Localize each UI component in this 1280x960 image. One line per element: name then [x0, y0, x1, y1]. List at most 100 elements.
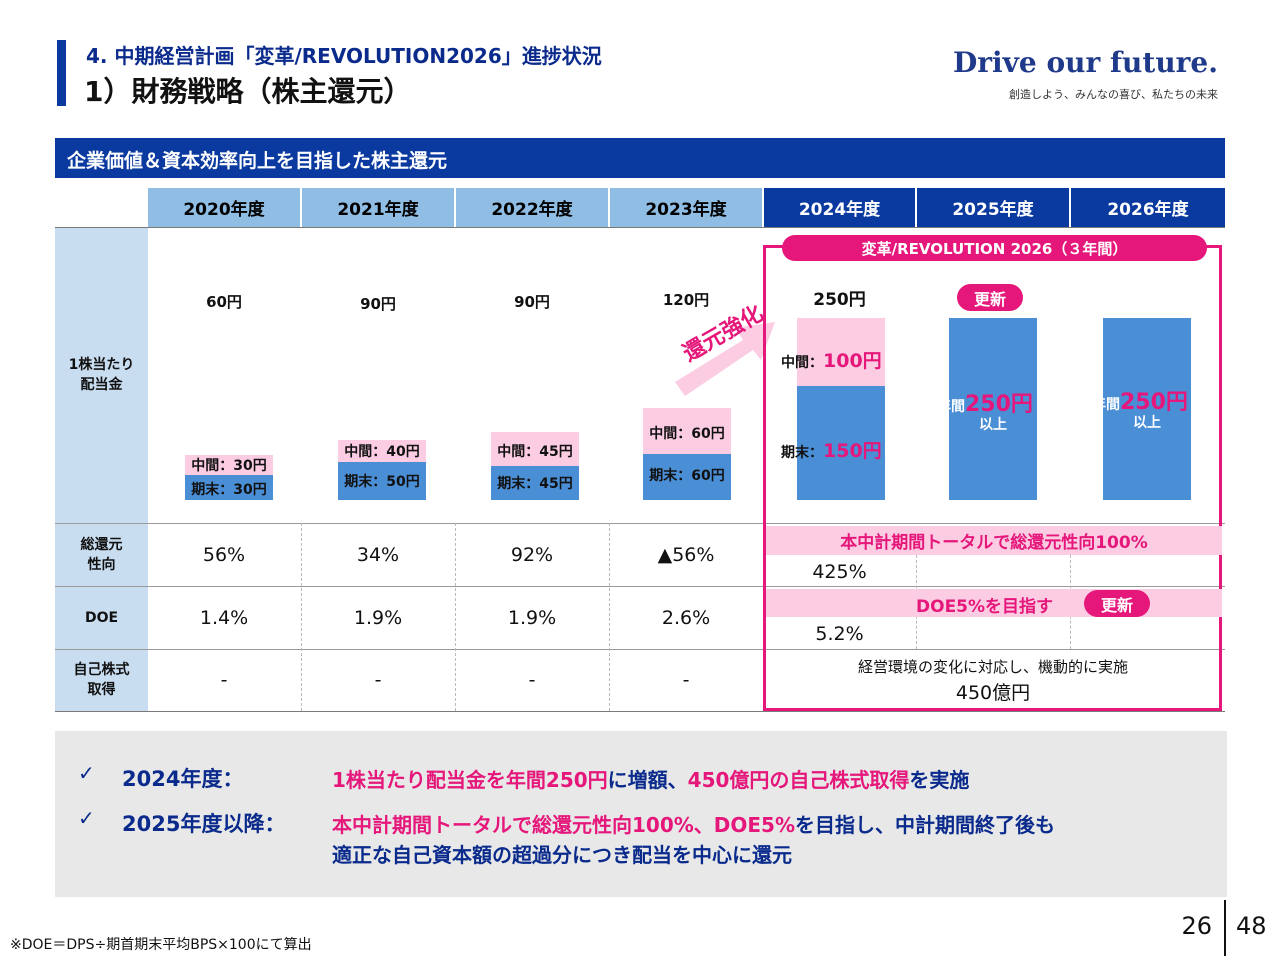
dividend-interim-value-2024: 100円: [823, 350, 882, 372]
row-label-column: [55, 227, 148, 711]
dividend-final-label-2022: 期末：45円: [497, 476, 573, 492]
dividend-total-2021: 90円: [360, 294, 396, 313]
footnote: ※DOE＝DPS÷期首期末平均BPS×100にて算出: [10, 937, 312, 953]
doe-2022: 1.9%: [507, 606, 557, 629]
annual-suffix-2025: 以上: [979, 417, 1007, 433]
year-header-2020: 2020年度: [148, 188, 300, 227]
dividend-bar-final-2024: [797, 386, 885, 500]
year-header-2023: 2023年度: [610, 188, 762, 227]
dividend-bar-interim-2020: [185, 455, 273, 475]
brand-tagline: 創造しよう、みんなの喜び、私たちの未来: [1009, 88, 1218, 101]
dividend-total-2022: 90円: [514, 292, 550, 311]
grid-line: [55, 711, 1225, 712]
payout-target: 本中計期間トータルで総還元性向100%: [766, 526, 1222, 555]
row-label-dividend: 1株当たり 配当金: [68, 357, 135, 393]
doe-target: DOE5%を目指す: [916, 597, 1054, 617]
annual-value-2026: 250円: [1120, 390, 1188, 415]
check-icon: ✓: [78, 761, 95, 785]
dividend-final-label-2020: 期末：30円: [191, 482, 267, 498]
grid-line: [55, 649, 1225, 650]
dividend-final-label-2021: 期末：50円: [344, 474, 420, 490]
row-label-payout: 総還元 性向: [80, 536, 123, 573]
dividend-bar-interim-2021: [338, 440, 426, 462]
dividend-final-label-2024: 期末：150円: [781, 436, 882, 463]
summary-label-2025: 2025年度以降：: [122, 812, 286, 836]
dividend-interim-prefix-2024: 中間：: [781, 355, 823, 371]
dividend-final-value-2024: 150円: [823, 440, 882, 462]
dividend-bar-final-2021: [338, 462, 426, 500]
annual-prefix-2025: 年間: [937, 399, 965, 415]
year-header-2021: 2021年度: [302, 188, 454, 227]
grid-divider: [455, 523, 456, 711]
summary-2024-part4: を実施: [909, 768, 970, 792]
dividend-total-2023: 120円: [662, 290, 710, 309]
dividend-bar-interim-2022: [491, 432, 579, 466]
buyback-2023: -: [682, 669, 690, 691]
grid-line: [55, 523, 1225, 524]
dividend-annual-2026: 年間250円: [1092, 384, 1188, 416]
buyback-plan-note: 経営環境の変化に対応し、機動的に実施: [857, 657, 1128, 676]
dividend-bar-final-2020: [185, 475, 273, 500]
doe-2023: 2.6%: [661, 606, 711, 629]
annual-suffix-2026: 以上: [1133, 415, 1161, 431]
summary-text-2024: 1株当たり配当金を年間250円に増額、450億円の自己株式取得を実施: [332, 764, 969, 793]
doe-2024: 5.2%: [815, 623, 864, 645]
summary-2025-part2: を目指し、中計期間終了後も: [795, 813, 1056, 837]
dividend-total-2024: 250円: [813, 289, 866, 310]
dividend-total-2020: 60円: [206, 292, 242, 311]
grid-line: [55, 227, 1225, 228]
page-divider: [1224, 900, 1226, 956]
summary-box: [55, 731, 1227, 897]
grid-divider: [301, 523, 302, 711]
year-header-2024: 2024年度: [764, 188, 915, 227]
summary-2024-part3: 450億円の自己株式取得: [687, 768, 910, 792]
buyback-2021: -: [374, 669, 382, 691]
dividend-interim-label-2021: 中間：40円: [344, 444, 420, 460]
page-total: 48: [1236, 912, 1267, 940]
update-badge-2025: 更新: [957, 284, 1023, 311]
summary-text-2025-line2: 適正な自己資本額の超過分につき配当を中心に還元: [332, 843, 792, 867]
summary-2024-part1: 1株当たり配当金を年間250円: [332, 768, 608, 792]
row-label-doe: DOE: [84, 609, 119, 626]
buyback-plan-amount: 450億円: [955, 681, 1031, 704]
year-header-2026: 2026年度: [1071, 188, 1225, 227]
payout-2023: ▲56%: [657, 543, 715, 566]
dividend-bar-interim-2023: [643, 408, 731, 454]
dividend-bar-2025: [949, 318, 1037, 500]
increase-arrow-icon: [675, 322, 775, 396]
summary-2024-part2: に増額、: [607, 768, 688, 792]
payout-2020: 56%: [202, 543, 246, 566]
payout-2021: 34%: [356, 543, 400, 566]
buyback-2022: -: [528, 669, 536, 691]
section-heading: 4. 中期経営計画「変革/REVOLUTION2026」進捗状況: [86, 44, 602, 68]
section-banner: 企業価値＆資本効率向上を目指した株主還元: [55, 138, 1225, 178]
section-accent-bar: [57, 40, 66, 106]
dividend-bar-interim-2024: [797, 318, 885, 386]
plan-label: 変革/REVOLUTION 2026（３年間）: [782, 235, 1207, 261]
annual-value-2025: 250円: [965, 392, 1033, 417]
buyback-2020: -: [220, 669, 228, 691]
dividend-final-label-2023: 期末：60円: [649, 468, 725, 484]
dividend-final-prefix-2024: 期末：: [781, 445, 823, 461]
grid-line: [55, 586, 1225, 587]
dividend-interim-label-2020: 中間：30円: [191, 458, 267, 474]
check-icon: ✓: [78, 806, 95, 830]
page-number: 26: [1181, 912, 1212, 940]
annual-prefix-2026: 年間: [1092, 397, 1120, 413]
update-badge-doe: 更新: [1084, 590, 1150, 617]
summary-2025-part1: 本中計期間トータルで総還元性向100%、DOE5%: [332, 813, 796, 837]
dividend-bar-2026: [1103, 318, 1191, 500]
payout-2022: 92%: [510, 543, 554, 566]
doe-2020: 1.4%: [199, 606, 249, 629]
summary-label-2024: 2024年度：: [122, 767, 244, 791]
dividend-interim-label-2022: 中間：45円: [497, 444, 573, 460]
doe-2021: 1.9%: [353, 606, 403, 629]
year-header-2022: 2022年度: [456, 188, 608, 227]
dividend-interim-label-2023: 中間：60円: [649, 426, 725, 442]
dividend-annual-2025: 年間250円: [937, 386, 1033, 418]
brand-logo: Drive our future.: [952, 46, 1218, 79]
row-label-buyback: 自己株式 取得: [73, 662, 130, 698]
banner-title: 企業価値＆資本効率向上を目指した株主還元: [67, 150, 448, 172]
dividend-bar-final-2022: [491, 466, 579, 500]
grid-divider: [609, 523, 610, 711]
